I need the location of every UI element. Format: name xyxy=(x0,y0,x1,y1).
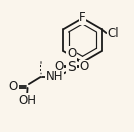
Text: Cl: Cl xyxy=(108,27,119,40)
Text: F: F xyxy=(79,11,86,24)
Text: NH: NH xyxy=(46,70,64,83)
Text: O: O xyxy=(67,47,76,60)
Text: S: S xyxy=(67,60,76,74)
Text: O: O xyxy=(80,60,89,73)
Text: O: O xyxy=(54,60,63,73)
Text: OH: OH xyxy=(18,94,36,107)
Text: O: O xyxy=(9,80,18,93)
